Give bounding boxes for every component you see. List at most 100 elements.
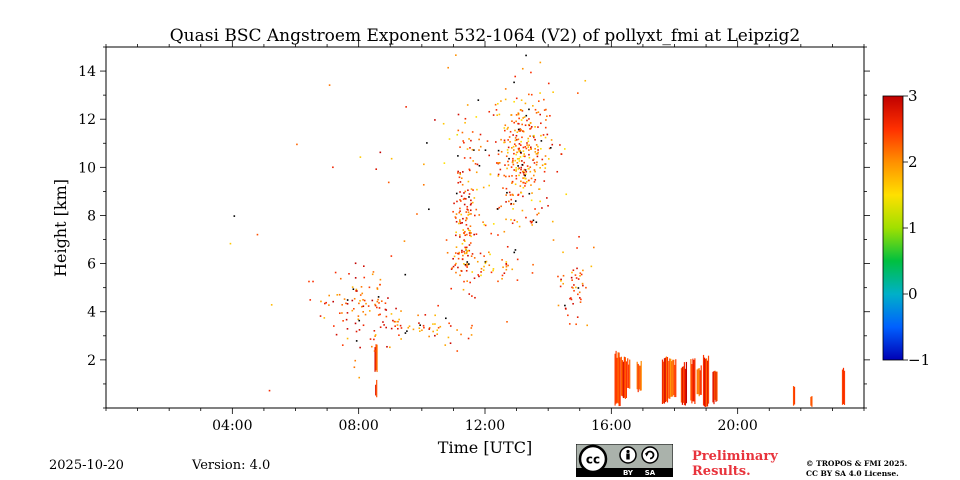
ae-pixel-mark [463, 203, 466, 206]
ae-pixel-mark [522, 155, 525, 158]
ae-column-mark [706, 360, 709, 407]
ae-pixel-mark [341, 312, 343, 314]
ae-pixel-mark [523, 174, 525, 176]
ae-pixel-mark [504, 98, 507, 101]
ae-pixel-mark [532, 219, 535, 222]
ae-pixel-mark [530, 184, 532, 186]
ae-column-mark [614, 353, 616, 406]
ae-pixel-mark [509, 194, 512, 196]
ae-pixel-mark [541, 164, 544, 167]
ae-column-mark [681, 366, 684, 405]
ae-pixel-mark [527, 140, 530, 143]
ae-column-mark [640, 360, 642, 391]
ae-pixel-mark [484, 224, 487, 227]
ae-pixel-mark [534, 138, 536, 141]
preliminary-line-1: Preliminary [692, 449, 778, 464]
ae-pixel-mark [514, 249, 517, 251]
ae-pixel-mark [520, 109, 523, 111]
ae-pixel-mark [497, 153, 500, 156]
ae-pixel-mark [449, 325, 452, 327]
ae-pixel-mark [505, 263, 508, 266]
ae-column-mark [673, 359, 675, 396]
ae-pixel-mark [530, 126, 533, 128]
ae-pixel-mark [489, 173, 492, 176]
ae-pixel-mark [396, 324, 399, 326]
ae-pixel-mark [535, 221, 538, 224]
ae-pixel-mark [521, 209, 524, 212]
colorbar-tick-label: 3 [908, 87, 918, 105]
cc-license-badge[interactable]: cc BY SA [576, 444, 673, 477]
ae-pixel-mark [458, 211, 461, 214]
ae-pixel-mark [523, 168, 526, 171]
ae-pixel-mark [520, 151, 522, 154]
ae-column-mark [662, 361, 665, 404]
ae-pixel-mark [507, 264, 509, 267]
ae-pixel-mark [531, 220, 534, 223]
ae-pixel-mark [473, 149, 475, 151]
ae-pixel-mark [537, 212, 540, 215]
ae-pixel-mark [459, 234, 461, 236]
ae-pixel-mark [519, 130, 521, 132]
ae-pixel-mark [376, 288, 379, 290]
ae-pixel-mark [537, 126, 539, 128]
ae-pixel-mark [470, 199, 472, 202]
ae-pixel-mark [530, 93, 533, 96]
ae-pixel-mark [412, 328, 415, 331]
ae-pixel-mark [562, 274, 565, 277]
ae-pixel-mark [508, 157, 510, 160]
ae-pixel-mark [515, 134, 518, 137]
ae-pixel-mark [539, 200, 541, 203]
ae-pixel-mark [547, 204, 549, 207]
ae-pixel-mark [434, 323, 436, 325]
ae-pixel-mark [568, 323, 571, 325]
ae-pixel-mark [469, 157, 472, 159]
copyright-line-1: © TROPOS & FMI 2025. [806, 459, 908, 468]
ae-pixel-mark [346, 299, 349, 301]
ae-pixel-mark [469, 225, 472, 228]
ae-pixel-mark [535, 153, 538, 155]
y-tick-label: 8 [87, 208, 96, 224]
ae-pixel-mark [461, 183, 464, 186]
ae-pixel-mark [506, 191, 508, 194]
ae-pixel-mark [374, 303, 376, 306]
ae-pixel-mark [365, 302, 367, 305]
ae-pixel-mark [459, 172, 461, 174]
ae-pixel-mark [373, 338, 375, 341]
ae-pixel-mark [454, 252, 457, 254]
ae-pixel-mark [528, 144, 530, 147]
ae-pixel-mark [513, 169, 516, 171]
ae-pixel-mark [540, 122, 542, 125]
ae-pixel-mark [497, 102, 499, 105]
ae-pixel-mark [460, 270, 463, 272]
x-tick-label: 08:00 [338, 418, 378, 434]
ae-column-mark [671, 361, 673, 397]
ae-pixel-mark [533, 162, 536, 164]
ae-pixel-mark [338, 293, 341, 296]
ae-pixel-mark [465, 246, 468, 249]
ae-pixel-mark [355, 290, 357, 292]
ae-pixel-mark [387, 181, 390, 184]
ae-pixel-mark [517, 113, 520, 116]
ae-pixel-mark [461, 251, 463, 254]
ae-pixel-mark [540, 147, 542, 150]
ae-column-mark [376, 344, 378, 373]
x-axis-label: Time [UTC] [438, 438, 532, 457]
ae-pixel-mark [500, 205, 502, 208]
ae-pixel-mark [510, 203, 512, 206]
ae-pixel-mark [459, 220, 461, 223]
ae-pixel-mark [547, 82, 550, 85]
ae-pixel-mark [538, 188, 541, 190]
ae-pixel-mark [345, 302, 347, 305]
ae-pixel-mark [504, 124, 507, 127]
ae-pixel-mark [464, 121, 466, 124]
ae-pixel-mark [500, 150, 503, 153]
ae-pixel-mark [385, 315, 388, 318]
chart-title: Quasi BSC Angstroem Exponent 532-1064 (V… [170, 26, 801, 46]
ae-pixel-mark [503, 129, 506, 132]
ae-pixel-mark [456, 133, 459, 136]
ae-pixel-mark [332, 166, 334, 169]
ae-pixel-mark [454, 216, 457, 218]
ae-pixel-mark [373, 350, 376, 352]
ae-pixel-mark [521, 136, 523, 139]
x-tick-label: 12:00 [465, 418, 505, 434]
